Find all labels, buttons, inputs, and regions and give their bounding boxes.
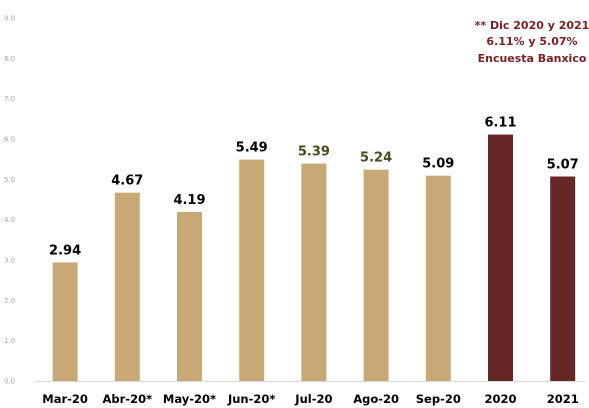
bar-may20 bbox=[177, 212, 202, 381]
x-tick-label: Jul-20 bbox=[294, 392, 332, 406]
x-tick-label: Sep-20 bbox=[416, 392, 461, 406]
bar-2021 bbox=[550, 176, 576, 381]
data-label: 5.49 bbox=[236, 141, 268, 156]
annotation-line-3: Encuesta Banxico bbox=[478, 52, 587, 65]
bar-ago20 bbox=[363, 169, 389, 381]
y-tick-label: 1.0 bbox=[4, 337, 15, 345]
data-label: 5.07 bbox=[547, 158, 579, 173]
annotation: ** Dic 2020 y 2021 6.11% y 5.07% Encuest… bbox=[475, 19, 589, 65]
y-tick-label: 5.0 bbox=[4, 176, 15, 184]
data-label: 4.67 bbox=[111, 174, 143, 189]
y-tick-label: 4.0 bbox=[4, 216, 15, 224]
data-label: 5.39 bbox=[298, 145, 330, 160]
data-label: 5.24 bbox=[360, 151, 392, 166]
bar-jun20 bbox=[239, 159, 265, 381]
bar-sep20 bbox=[425, 175, 451, 381]
annotation-line-2: 6.11% y 5.07% bbox=[486, 35, 577, 48]
x-tick-label: 2020 bbox=[484, 392, 516, 406]
y-tick-label: 8.0 bbox=[4, 55, 15, 63]
bar-2020 bbox=[488, 134, 513, 381]
x-tick-label: Jun-20* bbox=[227, 392, 275, 406]
data-label: 6.11 bbox=[484, 116, 516, 131]
data-labels: 2.94 4.67 4.19 5.49 5.39 5.24 5.09 6.11 5.07 bbox=[49, 116, 579, 259]
x-tick-label: Ago-20 bbox=[353, 392, 399, 406]
x-tick-label: Abr-20* bbox=[103, 392, 153, 406]
y-tick-label: 9.0 bbox=[4, 15, 15, 23]
x-tick-label: May-20* bbox=[163, 392, 216, 406]
bar-mar20 bbox=[52, 262, 78, 381]
data-label: 5.09 bbox=[422, 157, 454, 172]
x-tick-label: Mar-20 bbox=[42, 392, 88, 406]
bar-abr20 bbox=[114, 192, 140, 381]
data-label: 4.19 bbox=[173, 193, 205, 208]
bars bbox=[52, 134, 576, 381]
data-label: 2.94 bbox=[49, 243, 81, 258]
annotation-line-1: ** Dic 2020 y 2021 bbox=[475, 19, 589, 32]
y-tick-label: 7.0 bbox=[4, 95, 15, 103]
y-tick-label: 2.0 bbox=[4, 297, 15, 305]
bar-jul20 bbox=[301, 163, 327, 381]
y-tick-label: 0.0 bbox=[4, 378, 15, 386]
y-tick-label: 6.0 bbox=[4, 136, 15, 144]
x-axis: Mar-20 Abr-20* May-20* Jun-20* Jul-20 Ago-20 S… bbox=[42, 392, 578, 406]
y-tick-label: 3.0 bbox=[4, 257, 15, 265]
x-tick-label: 2021 bbox=[547, 392, 579, 406]
y-axis: 0.0 1.0 2.0 3.0 4.0 5.0 6.0 7.0 8.0 9.0 bbox=[4, 15, 15, 386]
